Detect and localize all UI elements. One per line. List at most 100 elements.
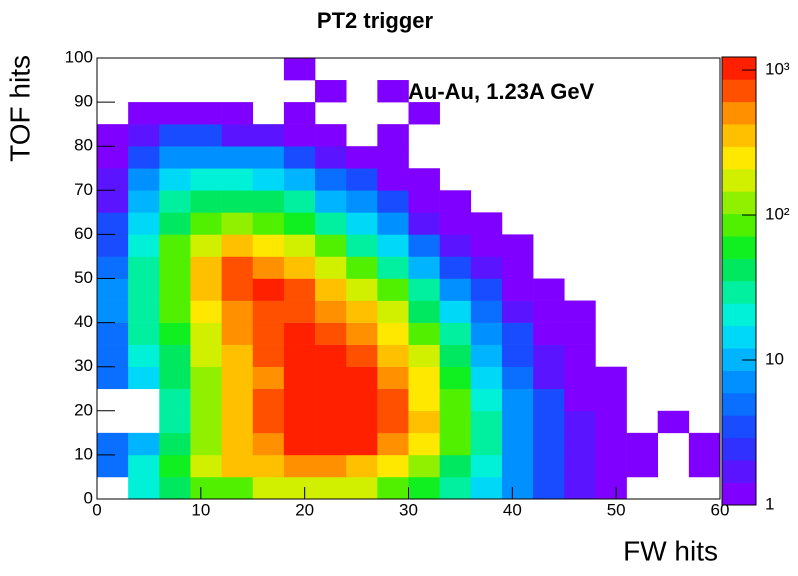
heatmap-cell <box>97 344 129 367</box>
heatmap-cell <box>408 388 440 412</box>
heatmap-cell <box>283 432 316 456</box>
colorbar-frame <box>721 56 757 506</box>
y-tick-label: 90 <box>74 92 93 111</box>
x-tick-label: 50 <box>607 500 626 519</box>
heatmap-cell <box>501 278 534 301</box>
heatmap-cell <box>377 256 409 279</box>
heatmap-cell <box>315 366 347 390</box>
heatmap-cell <box>190 410 222 434</box>
heatmap-cell <box>97 454 129 478</box>
heatmap-cell <box>128 234 160 257</box>
y-tick-label: 70 <box>74 180 93 199</box>
heatmap-cell <box>439 322 472 345</box>
heatmap-cell <box>190 300 222 323</box>
heatmap-cell <box>221 124 254 147</box>
heatmap-cell <box>190 168 222 191</box>
heatmap-cell <box>128 278 160 301</box>
heatmap-cell <box>377 300 409 323</box>
heatmap-cell <box>408 432 440 456</box>
heatmap-cell <box>346 322 378 345</box>
heatmap-cell <box>159 212 191 235</box>
heatmap-cell <box>377 146 409 169</box>
heatmap-cell <box>346 454 378 478</box>
heatmap-cell <box>564 322 596 345</box>
heatmap-cell <box>408 256 440 279</box>
heatmap-cell <box>190 256 222 279</box>
heatmap-cell <box>159 234 191 257</box>
colorbar-swatch <box>722 213 756 237</box>
heatmap-cell <box>564 454 596 478</box>
heatmap-cell <box>408 212 440 235</box>
y-tick-label: 40 <box>74 312 93 331</box>
heatmap-cell <box>377 454 409 478</box>
colorbar-swatch <box>722 258 756 282</box>
heatmap-cell <box>501 454 534 478</box>
heatmap-cell <box>346 366 378 390</box>
heatmap-cell <box>221 168 254 191</box>
colorbar-swatch <box>722 437 756 461</box>
heatmap-cell <box>159 322 191 345</box>
heatmap-cell <box>346 168 378 191</box>
heatmap-cell <box>533 410 565 434</box>
heatmap-cell <box>97 278 129 301</box>
heatmap-cell <box>377 344 409 367</box>
heatmap-cell <box>408 366 440 390</box>
heatmap-cell <box>408 234 440 257</box>
heatmap-cell <box>283 190 316 213</box>
heatmap-cell <box>470 388 503 412</box>
heatmap-cell <box>252 322 285 345</box>
heatmap-cell <box>221 322 254 345</box>
heatmap-cell <box>97 234 129 257</box>
heatmap-cell <box>595 388 627 412</box>
heatmap-cell <box>408 454 440 478</box>
colorbar-swatch <box>722 482 756 506</box>
heatmap-cell <box>252 234 285 257</box>
heatmap-cell <box>283 58 316 81</box>
colorbar-swatch <box>722 57 756 80</box>
colorbar-swatch <box>722 169 756 192</box>
heatmap-cell <box>346 432 378 456</box>
heatmap-cell <box>97 168 129 191</box>
heatmap-cell <box>564 388 596 412</box>
colorbar-tick-label: 10² <box>765 205 790 224</box>
heatmap-cell <box>501 410 534 434</box>
heatmap-cell <box>315 278 347 301</box>
heatmap-cell <box>377 80 409 103</box>
heatmap-cell <box>470 300 503 323</box>
heatmap-cell <box>439 476 472 500</box>
heatmap-cell <box>221 190 254 213</box>
heatmap-cell <box>190 190 222 213</box>
heatmap-cell <box>221 102 254 125</box>
heatmap-cell <box>159 146 191 169</box>
heatmap-cell <box>346 146 378 169</box>
heatmap-cell <box>252 366 285 390</box>
colorbar-swatch <box>722 124 756 147</box>
heatmap-cell <box>315 256 347 279</box>
heatmap-cell <box>346 234 378 257</box>
heatmap-cell <box>283 366 316 390</box>
heatmap-cell <box>439 388 472 412</box>
heatmap-cell <box>315 168 347 191</box>
heatmap-cell <box>346 388 378 412</box>
heatmap-cell <box>315 146 347 169</box>
heatmap-cell <box>564 476 596 500</box>
heatmap-cell <box>252 344 285 367</box>
heatmap-cell <box>377 234 409 257</box>
heatmap-cell <box>346 190 378 213</box>
heatmap-cell <box>252 212 285 235</box>
heatmap-cell <box>408 476 440 500</box>
heatmap-cell <box>283 344 316 367</box>
heatmap-cell <box>252 146 285 169</box>
heatmap-cell <box>159 256 191 279</box>
colorbar-tick-label: 10 <box>765 349 784 368</box>
heatmap-cell <box>221 212 254 235</box>
heatmap-cell <box>190 388 222 412</box>
heatmap-cell <box>470 366 503 390</box>
heatmap-cell <box>97 146 129 169</box>
heatmap-cell <box>190 344 222 367</box>
heatmap-cell <box>377 190 409 213</box>
heatmap-cell <box>470 212 503 235</box>
heatmap-cell <box>533 366 565 390</box>
heatmap-cell <box>159 300 191 323</box>
heatmap-cell <box>626 432 658 456</box>
